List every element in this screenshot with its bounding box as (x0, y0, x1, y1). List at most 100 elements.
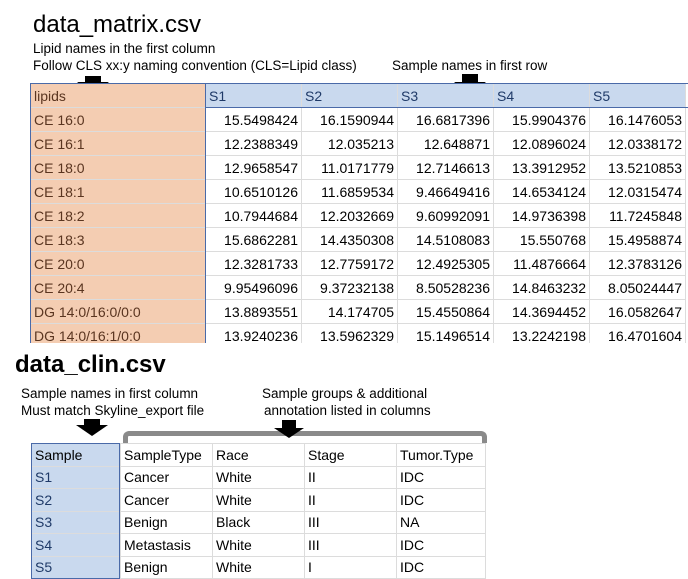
value-cell: 13.8893551 (205, 299, 302, 324)
lipid-name-cell: CE 16:1 (30, 131, 206, 156)
value-cell: 15.550768 (493, 227, 590, 252)
table-row: CE 18:0 12.9658547 11.0171779 12.7146613… (30, 155, 686, 180)
table-row: DG 14:0/16:1/0:0 13.9240236 13.5962329 1… (30, 323, 686, 343)
header-cell-sample: Sample (31, 443, 121, 467)
clin-note-annotation-columns: annotation listed in columns (264, 403, 431, 418)
sample-column-outline (31, 443, 120, 579)
table-cell: Metastasis (120, 533, 213, 557)
value-cell: 12.0338172 (589, 131, 686, 156)
value-cell: 10.7944684 (205, 203, 302, 228)
value-cell: 14.3694452 (493, 299, 590, 324)
value-cell: 15.9904376 (493, 107, 590, 132)
value-cell: 15.5498424 (205, 107, 302, 132)
lipid-name-cell: CE 18:0 (30, 155, 206, 180)
table-row: S1 Cancer White II IDC (31, 465, 486, 489)
value-cell: 12.0315474 (589, 179, 686, 204)
table-row: S4 Metastasis White III IDC (31, 533, 486, 557)
table-cell: White (212, 488, 305, 512)
sample-row-outline (205, 83, 688, 108)
value-cell: 12.0896024 (493, 131, 590, 156)
value-cell: 12.9658547 (205, 155, 302, 180)
lipid-name-cell: CE 18:1 (30, 179, 206, 204)
table-row: S2 Cancer White II IDC (31, 488, 486, 512)
value-cell: 13.5962329 (301, 323, 398, 343)
clin-note-sample-column: Sample names in first column (21, 386, 199, 401)
value-cell: 11.6859534 (301, 179, 398, 204)
value-cell: 11.7245848 (589, 203, 686, 228)
value-cell: 12.3281733 (205, 251, 302, 276)
matrix-header-row: lipids S1 S2 S3 S4 S5 (30, 83, 686, 108)
table-cell: Cancer (120, 465, 213, 489)
lipid-name-cell: CE 18:2 (30, 203, 206, 228)
lipid-name-cell: CE 20:4 (30, 275, 206, 300)
value-cell: 9.37232138 (301, 275, 398, 300)
clin-note-sample-groups: Sample groups & additional (262, 386, 428, 401)
header-cell-sample: S3 (397, 83, 494, 108)
value-cell: 12.4925305 (397, 251, 494, 276)
matrix-note-sample-row: Sample names in first row (392, 58, 548, 73)
header-cell-lipids: lipids (30, 83, 206, 108)
value-cell: 15.4958874 (589, 227, 686, 252)
matrix-table-viewport: lipids S1 S2 S3 S4 S5 CE 16:0 15.5498424… (30, 83, 688, 343)
value-cell: 14.174705 (301, 299, 398, 324)
value-cell: 12.7146613 (397, 155, 494, 180)
table-cell: White (212, 465, 305, 489)
clin-header-row: Sample SampleType Race Stage Tumor.Type (31, 443, 486, 467)
table-cell: Benign (120, 510, 213, 534)
matrix-note-naming-convention: Follow CLS xx:y naming convention (CLS=L… (33, 58, 357, 73)
header-cell-sample: S2 (301, 83, 398, 108)
matrix-note-lipid-column: Lipid names in the first column (33, 41, 216, 56)
value-cell: 16.1590944 (301, 107, 398, 132)
sample-name-cell: S4 (31, 533, 121, 557)
value-cell: 16.0582647 (589, 299, 686, 324)
value-cell: 14.4350308 (301, 227, 398, 252)
value-cell: 12.3783126 (589, 251, 686, 276)
clin-title: data_clin.csv (15, 351, 166, 378)
header-cell: Race (212, 443, 305, 467)
clin-note-match-export: Must match Skyline_export file (21, 403, 205, 418)
lipid-name-cell: CE 18:3 (30, 227, 206, 252)
table-row: DG 14:0/16:0/0:0 13.8893551 14.174705 15… (30, 299, 686, 324)
table-cell: II (304, 488, 397, 512)
table-cell: NA (396, 510, 486, 534)
table-cell: White (212, 555, 305, 579)
table-cell: I (304, 555, 397, 579)
value-cell: 12.2032669 (301, 203, 398, 228)
table-cell: III (304, 533, 397, 557)
table-cell: IDC (396, 555, 486, 579)
lipid-name-cell: CE 20:0 (30, 251, 206, 276)
value-cell: 14.5108083 (397, 227, 494, 252)
header-cell-sample: S1 (205, 83, 302, 108)
lipid-name-cell: DG 14:0/16:0/0:0 (30, 299, 206, 324)
value-cell: 16.6817396 (397, 107, 494, 132)
table-cell: III (304, 510, 397, 534)
matrix-table: lipids S1 S2 S3 S4 S5 CE 16:0 15.5498424… (30, 83, 686, 343)
table-row: CE 16:0 15.5498424 16.1590944 16.6817396… (30, 107, 686, 132)
header-cell: Stage (304, 443, 397, 467)
lipid-name-cell: CE 16:0 (30, 107, 206, 132)
table-row: CE 18:1 10.6510126 11.6859534 9.46649416… (30, 179, 686, 204)
table-cell: Benign (120, 555, 213, 579)
clin-table: Sample SampleType Race Stage Tumor.Type … (31, 443, 486, 579)
value-cell: 12.7759172 (301, 251, 398, 276)
table-cell: White (212, 533, 305, 557)
header-cell: SampleType (120, 443, 213, 467)
value-cell: 9.60992091 (397, 203, 494, 228)
table-cell: IDC (396, 533, 486, 557)
header-cell: Tumor.Type (396, 443, 486, 467)
value-cell: 9.95496096 (205, 275, 302, 300)
sample-name-cell: S2 (31, 488, 121, 512)
value-cell: 14.9736398 (493, 203, 590, 228)
value-cell: 9.46649416 (397, 179, 494, 204)
table-cell: Cancer (120, 488, 213, 512)
value-cell: 12.648871 (397, 131, 494, 156)
value-cell: 12.035213 (301, 131, 398, 156)
value-cell: 16.4701604 (589, 323, 686, 343)
value-cell: 13.9240236 (205, 323, 302, 343)
table-cell: Black (212, 510, 305, 534)
value-cell: 12.2388349 (205, 131, 302, 156)
value-cell: 14.8463232 (493, 275, 590, 300)
table-row: S3 Benign Black III NA (31, 510, 486, 534)
table-row: CE 20:0 12.3281733 12.7759172 12.4925305… (30, 251, 686, 276)
table-cell: IDC (396, 488, 486, 512)
